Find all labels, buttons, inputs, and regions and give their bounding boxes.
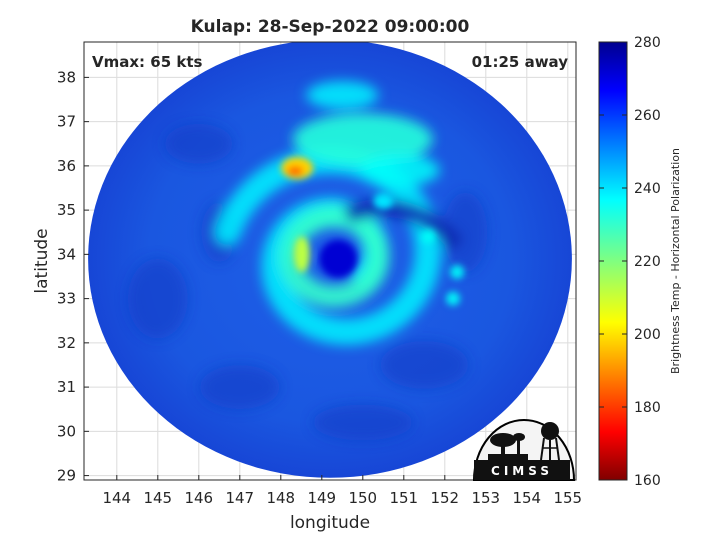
x-tick-label: 154 [512,489,541,507]
time-away-annotation: 01:25 away [472,53,569,71]
logo-text: CIMSS [491,464,553,478]
y-tick-label: 37 [57,113,76,131]
rainband-feature [373,193,394,210]
eye-feature [319,239,358,278]
y-tick-label: 29 [57,467,76,485]
logo-tower-icon [540,422,560,461]
x-tick-label: 150 [348,489,377,507]
swath-image [88,42,572,478]
x-tick-label: 153 [471,489,500,507]
x-axis-ticks: 144 145 146 147 148 149 150 151 152 153 154 155 [102,475,582,507]
logo-band [474,460,570,480]
y-tick-label: 38 [57,68,76,86]
colorbar-tick-label: 240 [634,181,661,197]
logo-dish-icon [488,433,528,460]
y-axis-label: latitude [32,228,52,293]
colorbar-tick-label: 180 [634,400,661,416]
colorbar-tick-label: 280 [634,35,661,51]
y-tick-label: 31 [57,378,76,396]
cimss-logo: CIMSS [472,419,576,481]
x-tick-label: 145 [143,489,172,507]
colorbar-tick-label: 160 [634,473,661,489]
axes-frame [83,41,577,481]
vmax-annotation: Vmax: 65 kts [92,53,202,71]
y-tick-label: 32 [57,334,76,352]
x-tick-label: 144 [102,489,131,507]
chart-title: Kulap: 28-Sep-2022 09:00:00 [191,17,470,37]
x-tick-label: 148 [266,489,295,507]
cloud-structure [127,81,488,441]
eyewall-feature [293,236,310,273]
y-tick-label: 35 [57,201,76,219]
y-tick-label: 30 [57,422,76,440]
y-tick-label: 36 [57,157,76,175]
colorbar-tick-label: 220 [634,254,661,270]
y-tick-label: 34 [57,245,76,263]
x-tick-label: 155 [553,489,582,507]
x-tick-label: 146 [184,489,213,507]
x-tick-label: 149 [307,489,336,507]
convective-cores [281,157,465,306]
colorbar-label: Brightness Temp - Horizontal Polarizatio… [669,148,682,374]
convection-feature-core [287,166,304,177]
y-tick-label: 33 [57,290,76,308]
colorbar-ticks: 160 180 200 220 240 260 280 [599,35,661,489]
x-tick-label: 152 [430,489,459,507]
x-tick-label: 151 [389,489,418,507]
x-tick-label: 147 [225,489,254,507]
colorbar-tick-label: 260 [634,108,661,124]
x-axis-label: longitude [290,513,370,533]
colorbar-tick-label: 200 [634,327,661,343]
y-axis-ticks: 29 30 31 32 33 34 35 36 37 38 [57,68,89,485]
